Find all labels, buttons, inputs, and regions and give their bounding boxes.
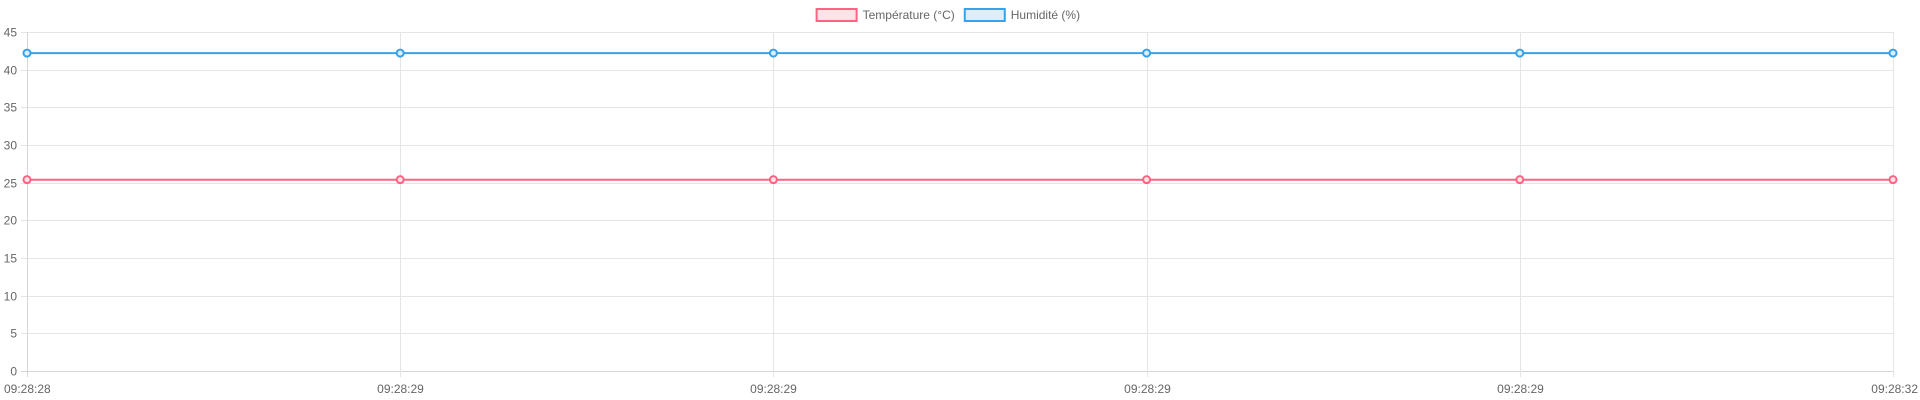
y-tick-label: 35 (4, 101, 18, 115)
legend-swatch[interactable] (963, 8, 1006, 22)
grid (21, 32, 1894, 377)
y-tick-label: 5 (10, 327, 17, 341)
data-point[interactable] (1142, 175, 1152, 185)
y-tick-label: 20 (4, 214, 18, 228)
data-point[interactable] (395, 175, 405, 185)
y-tick-label: 0 (10, 365, 17, 379)
series-layer (22, 48, 1898, 185)
y-tick-label: 25 (4, 177, 18, 191)
x-tick-label: 09:28:29 (377, 382, 424, 396)
legend[interactable]: Température (°C) Humidité (%) (815, 8, 1081, 22)
y-tick-label: 45 (4, 26, 18, 40)
data-point[interactable] (1888, 48, 1898, 58)
data-point[interactable] (22, 175, 32, 185)
data-point[interactable] (768, 175, 778, 185)
data-point[interactable] (1142, 48, 1152, 58)
axes: 0 5 10 15 20 25 30 35 40 45 09:28:28 09:28:29 09:28:… (4, 26, 1919, 397)
data-point[interactable] (768, 48, 778, 58)
legend-label[interactable]: Humidité (%) (1011, 8, 1080, 22)
data-point[interactable] (1515, 175, 1525, 185)
y-tick-label: 10 (4, 290, 18, 304)
data-point[interactable] (1888, 175, 1898, 185)
x-tick-label: 09:28:32 (1871, 382, 1918, 396)
legend-swatch[interactable] (815, 8, 858, 22)
legend-item-0[interactable]: Température (°C) (815, 8, 955, 22)
y-tick-label: 40 (4, 64, 18, 78)
legend-label[interactable]: Température (°C) (863, 8, 955, 22)
x-tick-label: 09:28:29 (750, 382, 797, 396)
legend-item-1[interactable]: Humidité (%) (963, 8, 1080, 22)
data-point[interactable] (1515, 48, 1525, 58)
y-tick-label: 15 (4, 252, 18, 266)
x-tick-label: 09:28:28 (4, 382, 51, 396)
data-point[interactable] (395, 48, 405, 58)
data-point[interactable] (22, 48, 32, 58)
series-0 (22, 175, 1898, 185)
x-tick-label: 09:28:29 (1124, 382, 1171, 396)
series-1 (22, 48, 1898, 58)
y-tick-label: 30 (4, 139, 18, 153)
x-tick-label: 09:28:29 (1497, 382, 1544, 396)
